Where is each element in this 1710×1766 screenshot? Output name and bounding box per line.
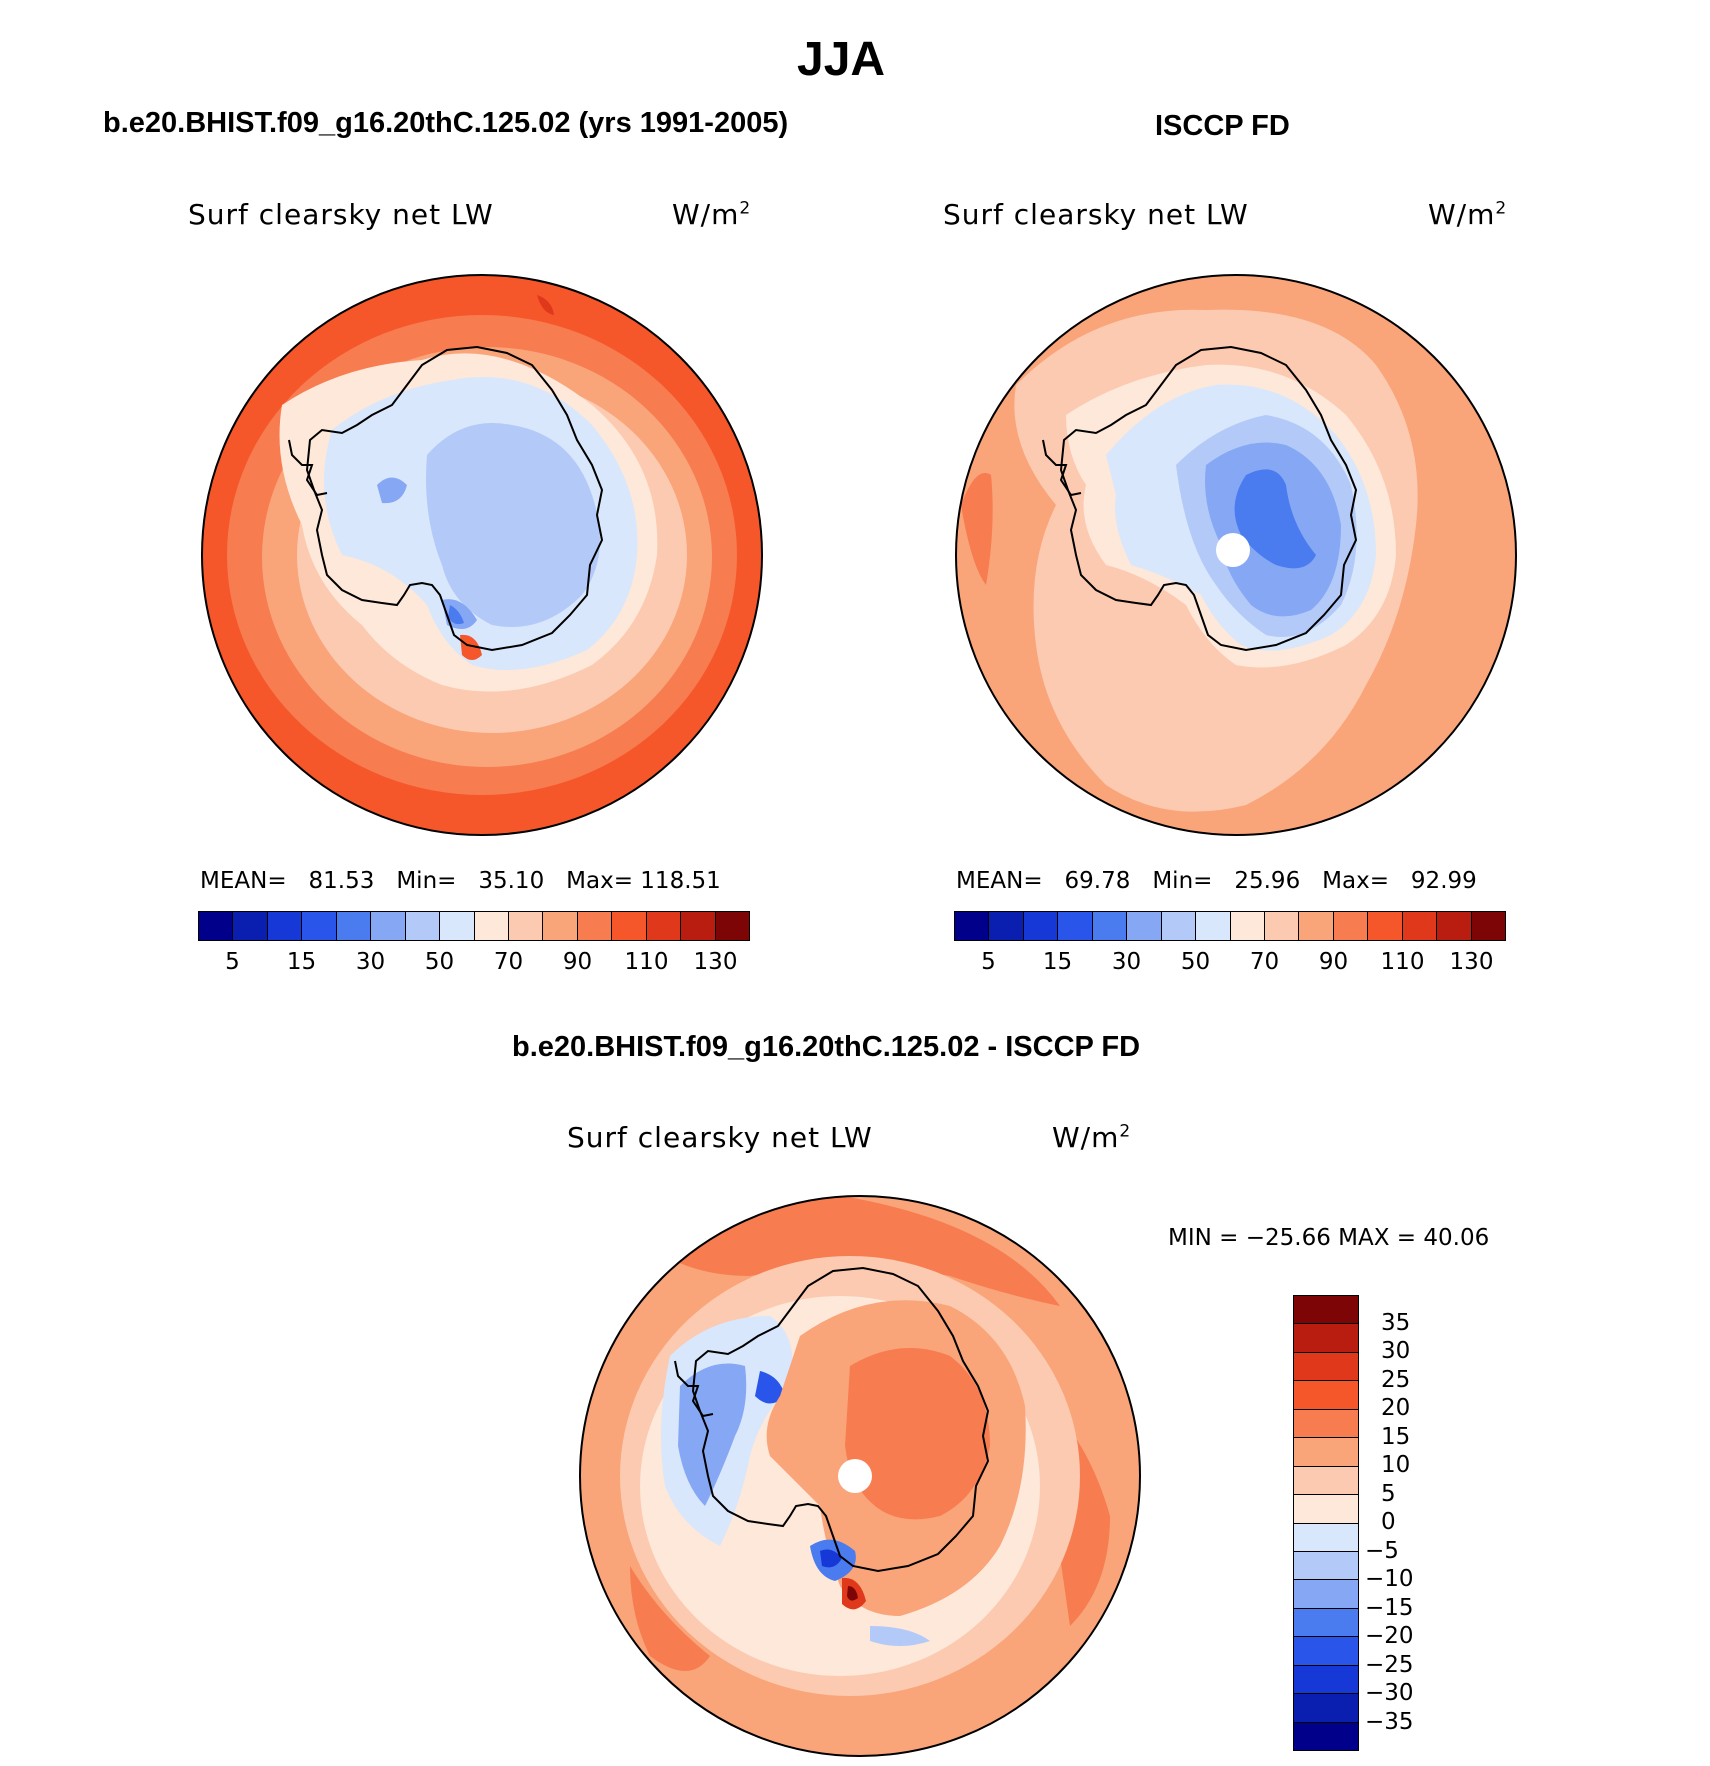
- colorbar-swatch: [199, 912, 234, 940]
- colorbar-swatch: [955, 912, 990, 940]
- colorbar-tick-label: 0: [1381, 1509, 1396, 1535]
- colorbar-swatch: [1294, 1637, 1358, 1666]
- colorbar-swatch: [577, 912, 613, 940]
- colorbar-tick-label: 110: [1380, 949, 1425, 975]
- colorbar-swatch: [989, 912, 1024, 940]
- model-colorbar: [198, 911, 750, 941]
- colorbar-swatch: [1294, 1296, 1358, 1325]
- colorbar-swatch: [1294, 1438, 1358, 1467]
- colorbar-swatch: [1294, 1352, 1358, 1382]
- colorbar-swatch: [1294, 1324, 1358, 1353]
- diff-units-label: W/m2: [1052, 1121, 1132, 1154]
- colorbar-swatch: [1023, 912, 1059, 940]
- colorbar-tick-label: 90: [1318, 949, 1349, 975]
- colorbar-swatch: [1230, 912, 1265, 940]
- colorbar-swatch: [336, 912, 372, 940]
- colorbar-swatch: [302, 912, 337, 940]
- colorbar-swatch: [233, 912, 268, 940]
- model-units-label: W/m2: [672, 198, 752, 231]
- colorbar-tick-label: 90: [562, 949, 593, 975]
- colorbar-swatch: [1294, 1495, 1358, 1524]
- model-variable-label: Surf clearsky net LW: [188, 198, 494, 231]
- colorbar-swatch: [1294, 1722, 1358, 1750]
- colorbar-swatch: [1294, 1409, 1358, 1439]
- colorbar-tick-label: 110: [624, 949, 669, 975]
- colorbar-tick-label: −25: [1365, 1651, 1414, 1678]
- colorbar-swatch: [1161, 912, 1197, 940]
- obs-polar-map: [955, 274, 1517, 836]
- colorbar-swatch: [508, 912, 544, 940]
- colorbar-swatch: [1437, 912, 1472, 940]
- colorbar-tick-label: 130: [693, 949, 738, 975]
- diff-panel-title: b.e20.BHIST.f09_g16.20thC.125.02 - ISCCP…: [512, 1031, 1141, 1063]
- colorbar-swatch: [1127, 912, 1162, 940]
- model-panel-title: b.e20.BHIST.f09_g16.20thC.125.02 (yrs 19…: [103, 107, 789, 139]
- colorbar-tick-label: −10: [1365, 1566, 1414, 1592]
- colorbar-swatch: [267, 912, 303, 940]
- colorbar-swatch: [1299, 912, 1334, 940]
- colorbar-swatch: [1058, 912, 1093, 940]
- colorbar-swatch: [440, 912, 475, 940]
- obs-colorbar: [954, 911, 1506, 941]
- colorbar-swatch: [1368, 912, 1403, 940]
- colorbar-swatch: [1333, 912, 1369, 940]
- colorbar-tick-label: 20: [1381, 1395, 1411, 1421]
- colorbar-swatch: [1196, 912, 1231, 940]
- colorbar-tick-label: −35: [1365, 1708, 1414, 1735]
- colorbar-tick-label: 10: [1381, 1452, 1411, 1478]
- obs-stats: MEAN= 69.78 Min= 25.96 Max= 92.99: [956, 868, 1477, 894]
- colorbar-tick-label: 5: [225, 949, 240, 975]
- colorbar-tick-label: −5: [1365, 1537, 1399, 1564]
- colorbar-swatch: [405, 912, 441, 940]
- obs-variable-label: Surf clearsky net LW: [943, 198, 1249, 231]
- colorbar-swatch: [543, 912, 578, 940]
- colorbar-tick-label: 25: [1381, 1366, 1411, 1393]
- colorbar-tick-label: 5: [981, 949, 996, 975]
- diff-polar-map: [579, 1195, 1141, 1757]
- obs-panel-title: ISCCP FD: [1155, 110, 1290, 142]
- colorbar-swatch: [646, 912, 682, 940]
- obs-units-label: W/m2: [1428, 198, 1508, 231]
- colorbar-swatch: [1294, 1551, 1358, 1581]
- colorbar-swatch: [371, 912, 406, 940]
- colorbar-tick-label: −20: [1365, 1623, 1414, 1649]
- colorbar-swatch: [1294, 1381, 1358, 1410]
- colorbar-tick-label: 30: [355, 949, 386, 975]
- colorbar-swatch: [1471, 912, 1505, 940]
- colorbar-swatch: [1294, 1694, 1358, 1723]
- colorbar-swatch: [1294, 1580, 1358, 1609]
- colorbar-swatch: [1264, 912, 1300, 940]
- colorbar-swatch: [474, 912, 509, 940]
- colorbar-swatch: [1294, 1466, 1358, 1496]
- colorbar-tick-label: 15: [1042, 949, 1073, 975]
- colorbar-swatch: [1092, 912, 1128, 940]
- colorbar-tick-label: 30: [1381, 1338, 1411, 1364]
- colorbar-tick-label: 70: [493, 949, 524, 975]
- colorbar-tick-label: 130: [1449, 949, 1494, 975]
- colorbar-tick-label: 15: [286, 949, 317, 975]
- colorbar-tick-label: 5: [1381, 1480, 1396, 1507]
- colorbar-swatch: [715, 912, 749, 940]
- colorbar-tick-label: 30: [1111, 949, 1142, 975]
- colorbar-tick-label: 50: [1180, 949, 1211, 975]
- diff-colorbar: [1293, 1295, 1359, 1751]
- colorbar-swatch: [681, 912, 716, 940]
- colorbar-swatch: [612, 912, 647, 940]
- colorbar-tick-label: −15: [1365, 1594, 1414, 1621]
- colorbar-swatch: [1294, 1608, 1358, 1638]
- colorbar-tick-label: 35: [1381, 1309, 1411, 1336]
- colorbar-swatch: [1402, 912, 1438, 940]
- figure-title: JJA: [797, 33, 886, 86]
- colorbar-tick-label: 50: [424, 949, 455, 975]
- model-stats: MEAN= 81.53 Min= 35.10 Max= 118.51: [200, 868, 721, 894]
- diff-minmax: MIN = −25.66 MAX = 40.06: [1168, 1225, 1490, 1251]
- colorbar-swatch: [1294, 1523, 1358, 1552]
- diff-variable-label: Surf clearsky net LW: [567, 1121, 873, 1154]
- colorbar-tick-label: 70: [1249, 949, 1280, 975]
- colorbar-tick-label: 15: [1381, 1423, 1411, 1450]
- colorbar-swatch: [1294, 1665, 1358, 1695]
- model-polar-map: [201, 274, 763, 836]
- colorbar-tick-label: −30: [1365, 1680, 1414, 1706]
